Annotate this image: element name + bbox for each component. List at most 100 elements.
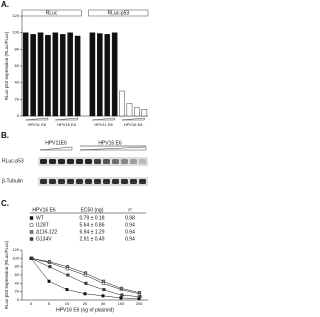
blot-band bbox=[112, 179, 119, 184]
blot-band bbox=[85, 159, 92, 164]
point bbox=[66, 265, 70, 269]
x-tick-label: 100 bbox=[118, 301, 125, 306]
bar bbox=[126, 103, 133, 117]
point bbox=[47, 279, 51, 283]
point bbox=[101, 294, 105, 298]
dose-wedge bbox=[79, 146, 147, 151]
blot-band bbox=[49, 159, 56, 164]
y-tick-label: 60 bbox=[15, 63, 20, 68]
table-cell: 0.98 bbox=[125, 215, 135, 221]
bar bbox=[59, 34, 66, 117]
blot-row-label: β-Tubulin bbox=[2, 178, 23, 184]
x-group-label: HPV16 E6 bbox=[124, 122, 143, 127]
dose-wedge bbox=[55, 117, 78, 121]
blot-band bbox=[94, 159, 101, 164]
table-cell: WT bbox=[36, 215, 44, 221]
y-tick-label: 120 bbox=[12, 247, 19, 252]
legend-swatch bbox=[29, 223, 34, 227]
lane-label: HPV11E6 bbox=[45, 140, 67, 146]
x-tick-label: 10 bbox=[65, 301, 70, 306]
table-cell: 0.94 bbox=[125, 229, 135, 235]
blot-band bbox=[76, 179, 83, 184]
bar bbox=[111, 32, 118, 117]
blot-band bbox=[58, 159, 65, 164]
blot-band bbox=[40, 179, 47, 184]
lane-label: HPV16 E6 bbox=[98, 140, 122, 146]
blot-band bbox=[76, 159, 83, 164]
group-label: RLuc bbox=[46, 10, 58, 16]
y-tick-label: 20 bbox=[15, 289, 20, 294]
bar bbox=[37, 32, 44, 117]
bar bbox=[97, 33, 103, 117]
table-cell: 2.91 ± 0.49 bbox=[80, 236, 105, 242]
blot-band bbox=[40, 159, 47, 164]
x-axis-label: HPV16 E6 (ng of plasmid) bbox=[56, 307, 114, 313]
point bbox=[84, 281, 88, 285]
point bbox=[120, 286, 124, 290]
bar bbox=[45, 34, 51, 117]
table-header: HPV16 E6 bbox=[32, 207, 56, 213]
point bbox=[138, 291, 142, 295]
blot-band bbox=[58, 179, 65, 184]
dose-wedge bbox=[92, 117, 115, 121]
x-group-label: HPV16 E6 bbox=[57, 122, 76, 127]
blot-band bbox=[49, 179, 56, 184]
point bbox=[65, 288, 69, 292]
point bbox=[48, 260, 52, 264]
y-tick-label: 40 bbox=[15, 80, 20, 85]
panel-label: A. bbox=[1, 0, 9, 9]
blot-band bbox=[139, 159, 146, 164]
blot-band bbox=[139, 179, 146, 184]
blot-band bbox=[94, 179, 101, 184]
x-tick-label: 40 bbox=[101, 301, 106, 306]
point bbox=[30, 256, 34, 260]
point bbox=[119, 296, 123, 300]
table-cell: 0.79 ± 0.18 bbox=[80, 215, 105, 221]
dose-wedge bbox=[122, 117, 145, 121]
bar bbox=[141, 109, 148, 117]
point bbox=[84, 271, 88, 275]
blot-band bbox=[103, 179, 110, 184]
point bbox=[102, 279, 106, 283]
blot-band bbox=[112, 159, 119, 164]
blot-strip bbox=[38, 157, 148, 166]
bar bbox=[104, 34, 111, 117]
table-cell: 5.64 ± 0.86 bbox=[80, 222, 105, 228]
bar bbox=[119, 90, 125, 117]
y-axis-label: RLuc-p53 expression (RLuc/FLuc) bbox=[4, 31, 9, 100]
x-group-label: HPV11 E6 bbox=[94, 122, 113, 127]
legend-swatch bbox=[29, 230, 34, 234]
blot-band bbox=[130, 179, 137, 184]
table-header: EC50 (ng) bbox=[81, 207, 104, 213]
table-cell: G134V bbox=[36, 236, 52, 242]
point bbox=[66, 273, 70, 277]
table-cell: 6.94 ± 1.29 bbox=[80, 229, 105, 235]
blot-band bbox=[67, 159, 74, 164]
y-tick-label: 100 bbox=[12, 30, 19, 35]
point bbox=[48, 265, 52, 269]
table-cell: I128T bbox=[36, 222, 49, 228]
point bbox=[102, 288, 106, 292]
y-tick-label: 0 bbox=[17, 297, 20, 302]
blot-band bbox=[67, 179, 74, 184]
y-tick-label: 60 bbox=[15, 272, 20, 277]
x-group-label: HPV11 E6 bbox=[28, 122, 47, 127]
bar bbox=[30, 34, 36, 117]
bar bbox=[67, 32, 73, 117]
table-header: r² bbox=[128, 207, 132, 213]
group-label: RLuc-p53 bbox=[108, 10, 130, 16]
dose-wedge bbox=[39, 146, 73, 151]
dose-wedge bbox=[25, 117, 49, 121]
bar bbox=[134, 107, 140, 117]
blot-band bbox=[103, 159, 110, 164]
bar bbox=[52, 32, 59, 117]
point bbox=[83, 292, 87, 296]
x-tick-label: 200 bbox=[136, 301, 143, 306]
bar bbox=[22, 32, 29, 117]
group-box bbox=[88, 9, 149, 17]
blot-band bbox=[121, 159, 128, 164]
panel-label: B. bbox=[1, 131, 9, 140]
group-box bbox=[21, 9, 82, 17]
blot-strip bbox=[38, 177, 148, 186]
